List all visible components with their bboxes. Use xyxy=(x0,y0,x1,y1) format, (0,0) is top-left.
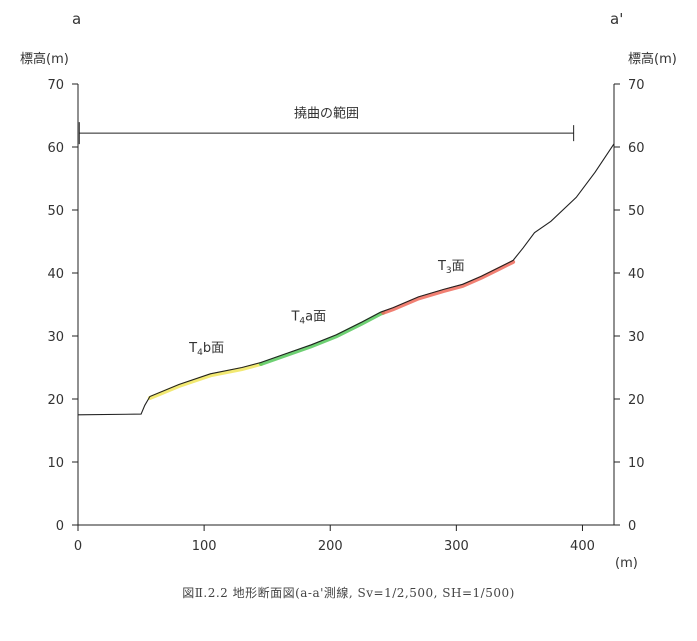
y-tick-label-right: 40 xyxy=(628,267,645,282)
y-tick-label-right: 60 xyxy=(628,141,645,156)
y-tick-label-left: 40 xyxy=(47,267,64,282)
terrace-highlight-3 xyxy=(381,259,516,315)
figure-caption: 図Ⅱ.2.2 地形断面図(a-a'測線, Sv=1/2,500, SH=1/50… xyxy=(182,586,515,600)
x-tick-label: 100 xyxy=(192,539,217,554)
terrace-highlight-2 xyxy=(258,310,386,366)
y-tick-label-left: 30 xyxy=(47,330,64,345)
y-tick-label-right: 0 xyxy=(628,519,636,534)
y-tick-label-left: 50 xyxy=(47,204,64,219)
left-end-label: a xyxy=(72,10,82,28)
x-axis-unit: (m) xyxy=(615,556,638,571)
y-tick-label-left: 70 xyxy=(47,78,64,93)
terrain-profile-line xyxy=(77,143,615,416)
right-end-label: a' xyxy=(610,10,624,28)
x-tick-label: 200 xyxy=(318,539,343,554)
y-tick-label-left: 20 xyxy=(47,393,64,408)
x-tick-label: 0 xyxy=(74,539,82,554)
y-tick-label-left: 0 xyxy=(56,519,64,534)
y-tick-label-left: 60 xyxy=(47,141,64,156)
y-tick-label-left: 10 xyxy=(47,456,64,471)
left-y-axis-title: 標高(m) xyxy=(20,52,69,67)
terrace-label-2: T4a面 xyxy=(290,309,326,326)
terrace-highlight-1 xyxy=(147,362,263,400)
x-tick-label: 300 xyxy=(444,539,469,554)
y-tick-label-right: 50 xyxy=(628,204,645,219)
right-y-axis-title: 標高(m) xyxy=(628,52,677,67)
terrace-label-1: T4b面 xyxy=(188,341,224,358)
y-tick-label-right: 10 xyxy=(628,456,645,471)
y-tick-label-right: 70 xyxy=(628,78,645,93)
terrace-label-3: T3面 xyxy=(437,259,465,276)
y-tick-label-right: 30 xyxy=(628,330,645,345)
y-tick-label-right: 20 xyxy=(628,393,645,408)
x-tick-label: 400 xyxy=(570,539,595,554)
range-label: 撓曲の範囲 xyxy=(294,106,359,121)
